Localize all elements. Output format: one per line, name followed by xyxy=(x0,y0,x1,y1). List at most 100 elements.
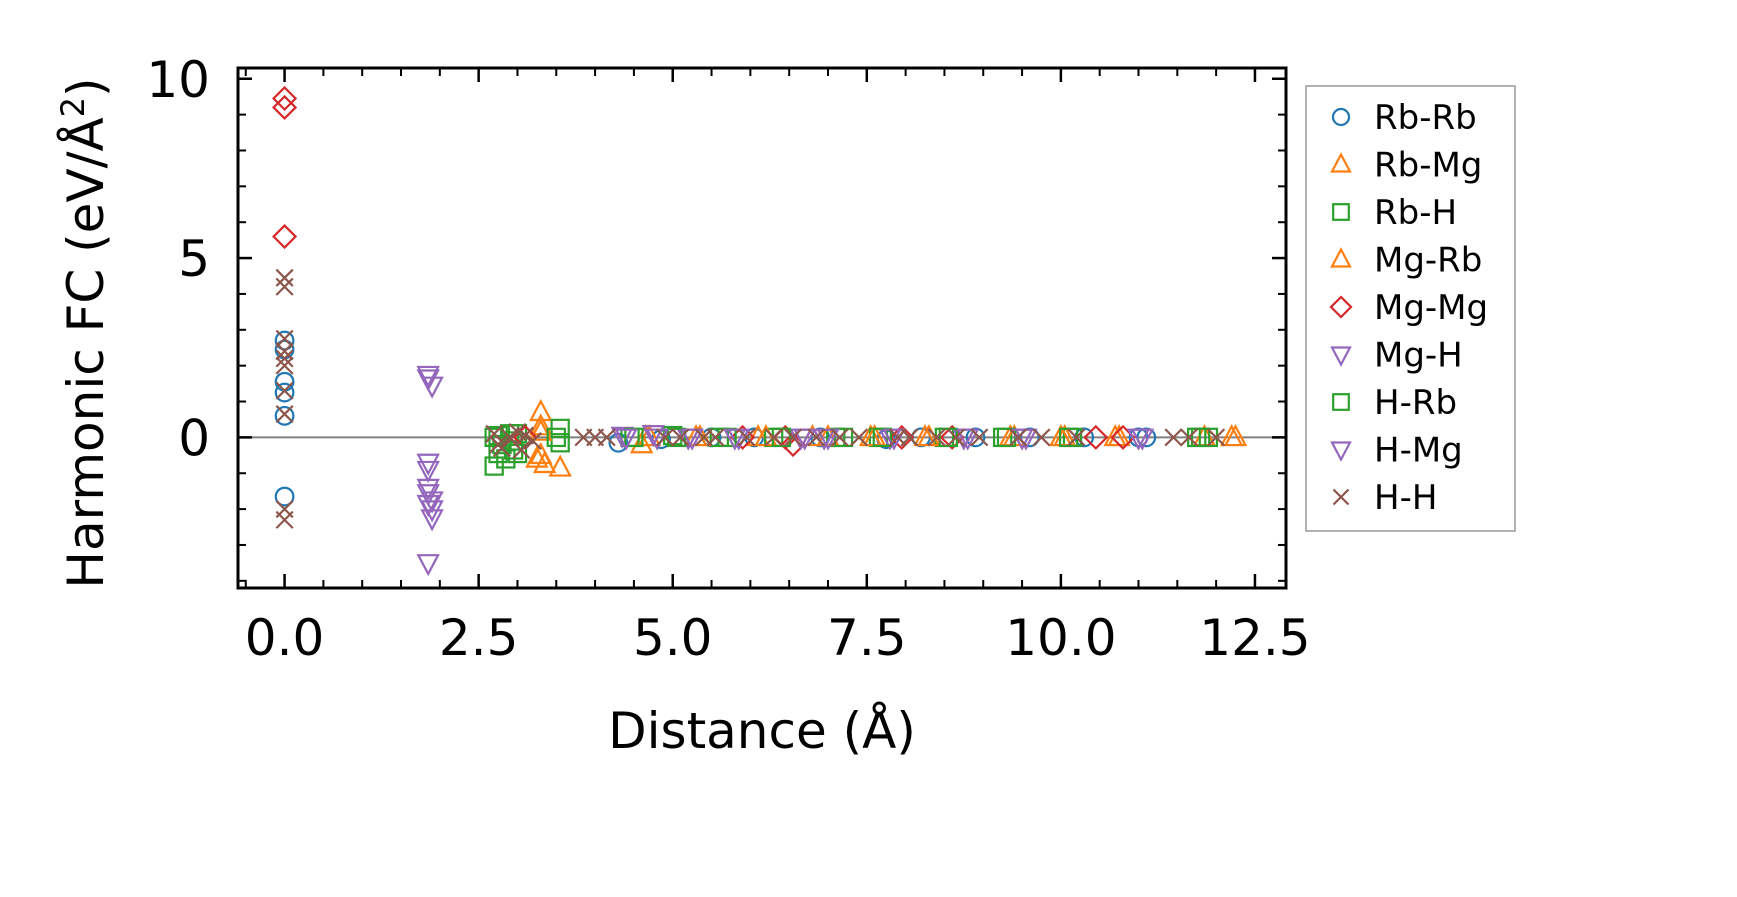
legend-label: Mg-H xyxy=(1374,336,1463,376)
point-h-h xyxy=(492,439,511,458)
point-h-h xyxy=(512,440,531,459)
y-axis-label-sup: 2 xyxy=(54,97,92,117)
point-h-mg xyxy=(792,428,817,451)
point-h-h xyxy=(275,510,294,529)
point-h-h xyxy=(764,428,783,447)
legend-marker-mg-h xyxy=(1330,346,1352,367)
point-mg-rb xyxy=(637,424,662,447)
point-h-mg xyxy=(1126,428,1151,451)
point-h-h xyxy=(1207,428,1226,447)
x-tick-label: 0.0 xyxy=(245,609,325,667)
point-h-h xyxy=(1009,428,1028,447)
point-h-mg xyxy=(420,491,444,514)
series-h-h xyxy=(275,268,1226,529)
legend-label: H-Rb xyxy=(1374,383,1457,423)
point-mg-mg xyxy=(272,85,298,112)
point-mg-h xyxy=(420,376,444,399)
point-mg-h xyxy=(416,554,440,577)
point-h-h xyxy=(830,428,849,447)
x-tick-label: 12.5 xyxy=(1199,609,1310,667)
point-h-mg xyxy=(680,428,704,451)
legend-marker-rb-h xyxy=(1332,203,1350,221)
point-h-mg xyxy=(955,428,980,451)
legend-marker-rb-mg xyxy=(1330,152,1352,173)
plot-frame xyxy=(236,66,1288,590)
point-h-h xyxy=(1032,428,1051,447)
y-tick-label: 5 xyxy=(178,230,210,288)
y-axis-label: Harmonic FC (eV/Å2) xyxy=(54,77,115,588)
point-rb-rb xyxy=(274,382,295,403)
point-h-rb xyxy=(872,427,893,448)
point-mg-h xyxy=(416,453,440,476)
point-h-h xyxy=(1067,428,1086,447)
point-mg-rb xyxy=(1219,424,1244,447)
point-mg-h xyxy=(610,426,634,449)
legend-label: Mg-Mg xyxy=(1374,288,1488,328)
legend-label: H-H xyxy=(1374,478,1437,518)
legend-marker-mg-mg xyxy=(1329,295,1353,319)
y-tick-label: 0 xyxy=(178,409,210,467)
x-tick-label: 2.5 xyxy=(439,609,519,667)
legend-marker-rb-rb xyxy=(1331,107,1351,127)
point-h-h xyxy=(275,381,294,400)
point-h-h xyxy=(275,268,294,287)
legend-label: Rb-Rb xyxy=(1374,98,1477,138)
legend-label: Rb-Mg xyxy=(1374,146,1482,186)
point-h-h xyxy=(947,428,966,447)
point-h-h xyxy=(671,428,690,447)
point-h-mg xyxy=(614,428,638,451)
point-mg-rb xyxy=(816,424,840,447)
legend: Rb-Rb Rb-Mg Rb-H Mg-Rb Mg-Mg Mg-H H-Rb H-Mg H-H xyxy=(1305,85,1516,532)
point-h-h xyxy=(970,428,989,447)
point-h-h xyxy=(1179,428,1198,447)
point-mg-h xyxy=(641,424,666,448)
point-h-h xyxy=(706,428,725,447)
x-tick-label: 7.5 xyxy=(827,609,907,667)
x-axis-label: Distance (Å) xyxy=(608,702,916,760)
legend-label: Mg-Rb xyxy=(1374,241,1482,281)
legend-marker-mg-rb xyxy=(1330,247,1352,268)
plot-area: 0.0 2.5 5.0 7.5 10.0 12.5 0 5 10 xyxy=(146,51,1310,667)
y-tick-label: 10 xyxy=(146,51,210,109)
point-h-mg xyxy=(416,460,440,484)
point-h-h xyxy=(737,428,756,447)
point-h-h xyxy=(807,428,826,447)
point-h-h xyxy=(275,342,294,361)
point-h-h xyxy=(1164,428,1183,447)
y-axis-label-main: Harmonic FC (eV/Å xyxy=(57,117,115,588)
point-h-h xyxy=(275,405,294,424)
point-rb-mg xyxy=(548,454,572,477)
point-h-rb xyxy=(546,427,566,448)
y-axis-label-close: ) xyxy=(57,77,115,97)
point-h-mg xyxy=(723,428,747,451)
point-mg-rb xyxy=(529,418,553,441)
point-h-h xyxy=(927,428,946,447)
point-rb-h xyxy=(550,433,570,453)
point-h-h xyxy=(275,349,294,368)
point-h-h xyxy=(900,428,919,447)
legend-marker-h-rb xyxy=(1332,393,1350,411)
point-h-mg xyxy=(816,428,840,451)
legend-marker-h-h xyxy=(1332,488,1350,506)
legend-box xyxy=(1305,85,1516,532)
point-h-h xyxy=(597,428,616,447)
point-mg-rb xyxy=(525,445,549,468)
point-h-h xyxy=(523,431,543,450)
point-h-h xyxy=(516,426,535,445)
point-h-h xyxy=(275,356,294,375)
legend-label: Rb-H xyxy=(1374,193,1457,233)
point-rb-rb xyxy=(274,486,295,507)
x-tick-label: 10.0 xyxy=(1005,609,1116,667)
point-mg-h xyxy=(416,365,440,388)
point-rb-mg xyxy=(532,450,557,474)
tick-labels: 0.0 2.5 5.0 7.5 10.0 12.5 0 5 10 xyxy=(146,51,1310,667)
point-h-h xyxy=(655,428,674,447)
point-mg-mg xyxy=(272,223,298,250)
point-mg-mg xyxy=(1083,424,1109,450)
legend-marker-h-mg xyxy=(1330,441,1352,462)
point-mg-mg xyxy=(272,94,298,121)
legend-label: H-Mg xyxy=(1374,431,1463,471)
ticks xyxy=(238,68,1286,588)
point-h-h xyxy=(784,428,803,447)
